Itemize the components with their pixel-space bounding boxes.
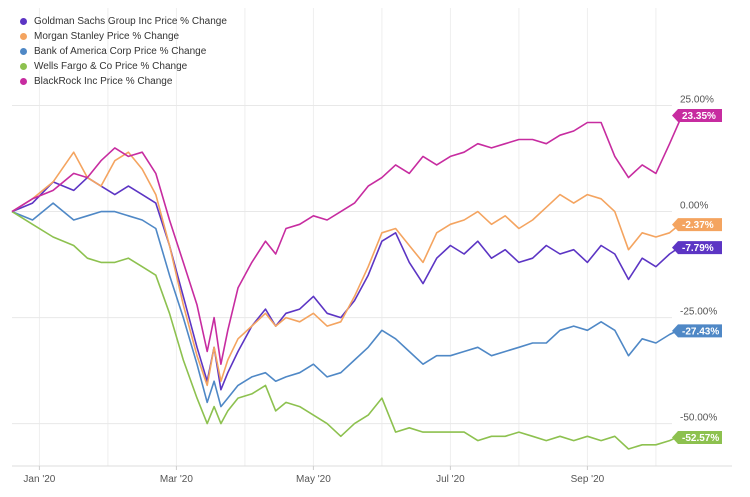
series-line bbox=[11, 202, 684, 408]
value-tag-label: -27.43% bbox=[682, 326, 719, 337]
value-tag bbox=[672, 241, 722, 255]
legend-label: BlackRock Inc Price % Change bbox=[34, 76, 173, 87]
legend-item[interactable]: Bank of America Corp Price % Change bbox=[20, 44, 227, 59]
series-line bbox=[11, 176, 684, 391]
legend-item[interactable]: Wells Fargo & Co Price % Change bbox=[20, 59, 227, 74]
x-axis: Jan '20 Mar '20 May '20 Jul '20 Sep '20 bbox=[12, 465, 732, 485]
value-tag-label: -7.79% bbox=[682, 243, 714, 254]
legend-label: Morgan Stanley Price % Change bbox=[34, 31, 180, 42]
x-tick-label: Jul '20 bbox=[436, 474, 465, 485]
value-tag bbox=[672, 218, 722, 232]
value-tag-label: -52.57% bbox=[682, 433, 719, 444]
legend-dot-icon bbox=[20, 18, 27, 25]
legend-label: Wells Fargo & Co Price % Change bbox=[34, 61, 188, 72]
legend: Goldman Sachs Group Inc Price % Change M… bbox=[20, 14, 227, 89]
value-tag bbox=[672, 109, 722, 123]
y-tick-label: -50.00% bbox=[680, 413, 717, 424]
x-tick-label: Mar '20 bbox=[160, 474, 193, 485]
last-value-tags: 23.35% -2.37% -7.79% -27.43% -52.57% bbox=[672, 109, 722, 444]
x-tick-label: Sep '20 bbox=[571, 474, 605, 485]
legend-dot-icon bbox=[20, 33, 27, 40]
grid-lines bbox=[12, 8, 672, 466]
legend-item[interactable]: BlackRock Inc Price % Change bbox=[20, 74, 227, 89]
legend-dot-icon bbox=[20, 63, 27, 70]
value-tag-label: 23.35% bbox=[682, 111, 716, 122]
value-tag-label: -2.37% bbox=[682, 220, 714, 231]
series-line bbox=[11, 112, 685, 365]
legend-item[interactable]: Goldman Sachs Group Inc Price % Change bbox=[20, 14, 227, 29]
bottom-strip bbox=[0, 490, 750, 497]
y-axis: 25.00% 0.00% -25.00% -50.00% bbox=[680, 95, 717, 424]
value-tag bbox=[672, 430, 722, 444]
y-tick-label: -25.00% bbox=[680, 307, 717, 318]
series-line bbox=[11, 151, 684, 387]
legend-label: Bank of America Corp Price % Change bbox=[34, 46, 207, 57]
y-tick-label: 0.00% bbox=[680, 201, 708, 212]
series-line bbox=[11, 210, 684, 450]
legend-dot-icon bbox=[20, 48, 27, 55]
legend-item[interactable]: Morgan Stanley Price % Change bbox=[20, 29, 227, 44]
legend-label: Goldman Sachs Group Inc Price % Change bbox=[34, 16, 227, 27]
legend-dot-icon bbox=[20, 78, 27, 85]
value-tag bbox=[672, 324, 722, 338]
y-tick-label: 25.00% bbox=[680, 95, 714, 106]
x-tick-label: Jan '20 bbox=[23, 474, 55, 485]
series-lines bbox=[11, 112, 685, 450]
x-tick-label: May '20 bbox=[296, 474, 331, 485]
